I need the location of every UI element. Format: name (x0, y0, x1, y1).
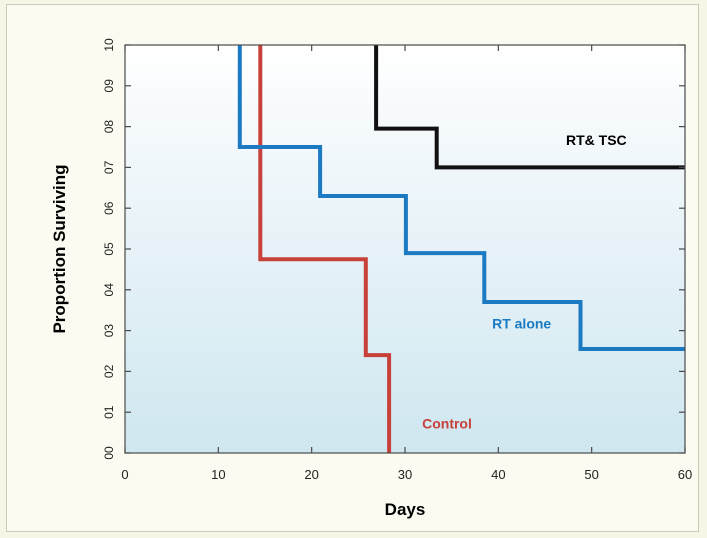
y-tick-label: 04 (102, 283, 116, 297)
series-line-rt-alone (237, 45, 685, 351)
series-line-control (258, 45, 392, 453)
series-label-rt-alone: RT alone (492, 316, 551, 332)
y-tick-label: 00 (102, 446, 116, 460)
y-tick-label: 02 (102, 364, 116, 378)
x-tick-label: 10 (211, 467, 225, 482)
x-tick-label: 0 (121, 467, 128, 482)
series-label-control: Control (422, 416, 472, 432)
series-label-rt-tsc: RT& TSC (566, 132, 627, 148)
y-tick-label: 09 (102, 79, 116, 93)
survival-chart: 0 10 20 30 40 50 60 00 01 02 03 04 05 06 07 08 09 10 RT& … (50, 38, 692, 519)
x-tick-label: 50 (584, 467, 598, 482)
y-axis-label: Proportion Surviving (50, 164, 69, 333)
y-tick-label: 07 (102, 160, 116, 174)
y-tick-label: 05 (102, 242, 116, 256)
y-tick-label: 10 (102, 38, 116, 52)
chart-frame: 0 10 20 30 40 50 60 00 01 02 03 04 05 06 07 08 09 10 RT& … (6, 4, 699, 532)
y-tick-label: 03 (102, 324, 116, 338)
x-tick-label: 60 (678, 467, 692, 482)
series-line-rt-tsc (374, 45, 685, 170)
x-axis-label: Days (385, 500, 426, 519)
x-tick-label: 20 (304, 467, 318, 482)
y-tick-label: 08 (102, 120, 116, 134)
y-tick-label: 06 (102, 201, 116, 215)
x-tick-label: 40 (491, 467, 505, 482)
x-tick-label: 30 (398, 467, 412, 482)
y-tick-label: 01 (102, 405, 116, 419)
